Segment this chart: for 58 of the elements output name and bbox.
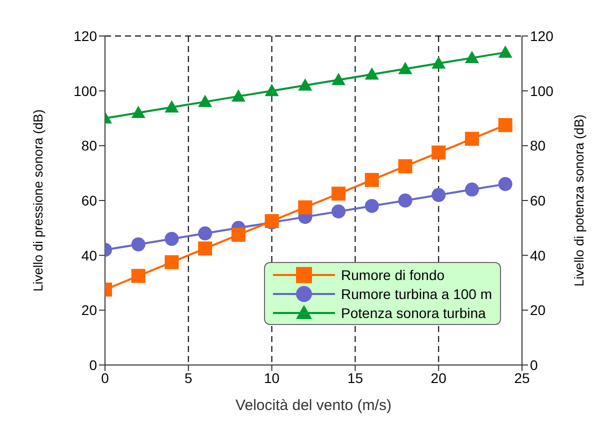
point: [364, 172, 379, 187]
y2-axis-title: Livello di potenza sonora (dB): [572, 114, 587, 286]
point: [198, 94, 212, 108]
y2-tick-label: 0: [530, 356, 538, 373]
point: [332, 72, 346, 86]
y2-tick-label: 80: [530, 138, 546, 154]
point: [398, 194, 412, 208]
x-tick-label: 15: [347, 370, 364, 386]
point: [332, 186, 346, 201]
y-tick-label: 40: [81, 247, 98, 264]
point: [198, 241, 212, 256]
y2-tick-label: 100: [530, 82, 554, 99]
x-tick-label: 0: [101, 370, 110, 386]
point: [464, 132, 479, 146]
point: [131, 106, 146, 118]
point: [364, 67, 379, 80]
point: [464, 50, 479, 64]
point: [231, 228, 246, 242]
point: [131, 268, 146, 283]
y-axis-title: Livello di pressione sonora (dB): [30, 109, 46, 292]
point: [231, 89, 246, 102]
point: [164, 255, 179, 270]
point: [164, 232, 179, 246]
y-tick-label: 80: [81, 138, 98, 154]
y2-tick-label: 40: [530, 247, 546, 264]
point: [131, 237, 146, 252]
point: [498, 45, 512, 58]
point: [364, 198, 379, 213]
point: [164, 100, 179, 113]
x-axis-title: Velocità del vento (m/s): [236, 397, 392, 414]
y-tick-label: 20: [81, 302, 98, 318]
y2-tick-label: 20: [530, 302, 546, 318]
point: [332, 204, 346, 218]
x-tick-label: 20: [430, 370, 447, 386]
y2-tick-label: 60: [530, 192, 546, 208]
x-tick-label: 10: [264, 370, 280, 386]
point: [298, 200, 312, 214]
legend-label: Rumore di fondo: [341, 266, 445, 282]
legend-label: Rumore turbina a 100 m: [341, 286, 492, 302]
y-tick-label: 120: [74, 28, 98, 44]
point: [264, 84, 279, 96]
point: [498, 177, 512, 192]
point: [298, 78, 312, 91]
point: [498, 118, 512, 132]
point: [432, 188, 446, 202]
y2-tick-label: 120: [530, 28, 554, 44]
point: [198, 226, 212, 240]
y-tick-label: 100: [74, 82, 98, 99]
legend-label: Potenza sonora turbina: [341, 304, 486, 320]
point: [432, 56, 446, 69]
point: [464, 182, 479, 197]
y-tick-label: 60: [81, 192, 98, 208]
y-tick-label: 0: [89, 356, 98, 373]
point: [398, 62, 412, 74]
point: [432, 146, 446, 160]
x-tick-label: 5: [184, 370, 192, 386]
point: [398, 159, 412, 174]
x-tick-label: 25: [514, 370, 530, 386]
